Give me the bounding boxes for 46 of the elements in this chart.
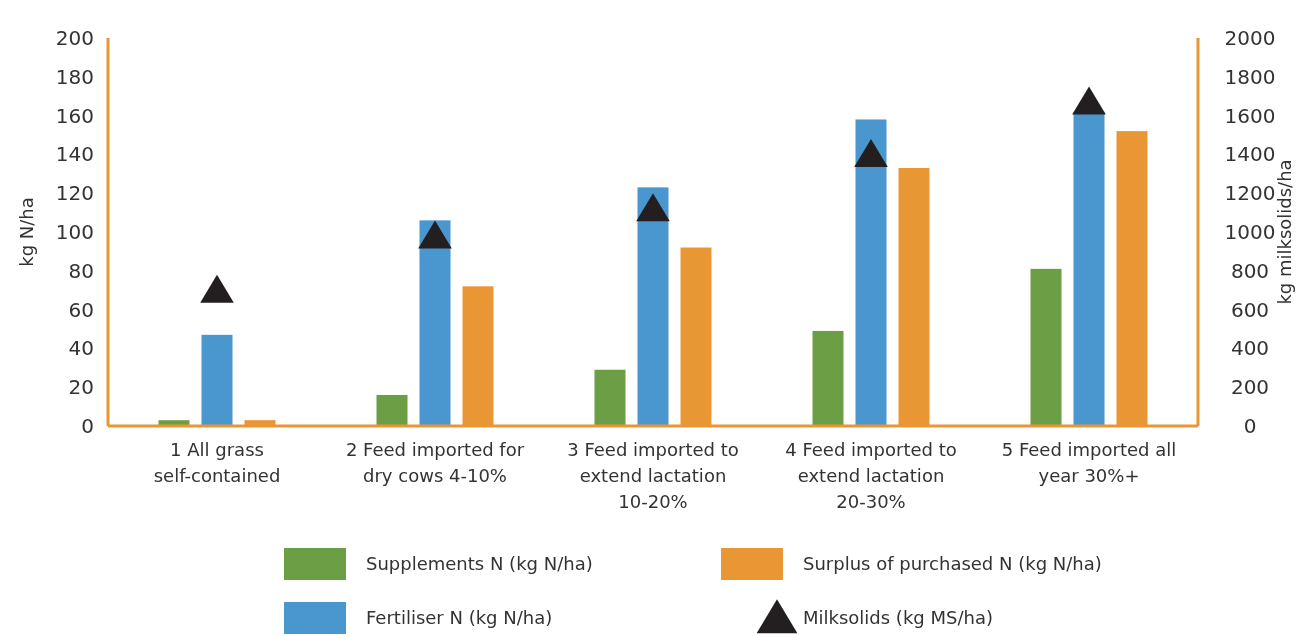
point [418,220,452,249]
x-tick-label: 5 Feed imported all year 30%+ [1001,439,1177,486]
y2-tick-label: 2000 [1224,26,1276,50]
x-tick-label: 4 Feed imported to extend lactation 20-30% [785,439,957,512]
y2-tick-label: 600 [1230,297,1270,322]
y2-tick-label: 1600 [1224,103,1276,128]
y-tick-label: 40 [68,336,94,361]
y2-tick-label: 200 [1230,375,1270,400]
y-tick-label: 60 [68,297,94,322]
legend-label: Supplements N (kg N/ha) [366,553,593,575]
x-tick-label: 1 All grass self-contained [153,439,281,486]
bar [855,119,887,426]
legend-label: Surplus of purchased N (kg N/ha) [803,553,1102,575]
point [200,274,234,303]
y2-tick-label: 1000 [1224,220,1276,244]
y2-tick-label: 800 [1230,258,1270,283]
bar [419,220,451,426]
y-tick-label: 80 [68,258,94,283]
y2-tick-label: 0 [1243,414,1257,438]
y-tick-label: 120 [55,181,94,206]
bar [594,369,626,426]
y-tick-label: 0 [81,414,94,438]
y2-tick-label: 400 [1230,336,1270,361]
y-axis-title: kg N/ha [16,197,37,267]
y2-tick-label: 1200 [1224,181,1276,206]
y2-tick-label: 1800 [1224,64,1276,89]
point [854,139,888,167]
bar [1030,268,1062,426]
y2-axis-title: kg milksolids/ha [1274,159,1295,305]
bar [812,330,844,426]
y-tick-label: 160 [55,103,94,128]
y-tick-label: 100 [55,220,94,244]
y-tick-label: 20 [68,375,94,400]
x-tick-label: 2 Feed imported for dry cows 4-10% [345,439,525,486]
legend-label: Milksolids (kg MS/ha) [803,607,993,629]
bar [201,334,233,426]
legend-label: Fertiliser N (kg N/ha) [366,607,553,629]
y2-tick-label: 1400 [1224,142,1276,167]
y-tick-label: 140 [55,142,94,167]
bar [376,394,408,426]
point [636,193,670,222]
y-tick-label: 180 [55,64,94,89]
x-tick-label: 3 Feed imported to extend lactation 10-20% [567,439,739,512]
y-tick-label: 200 [55,26,94,50]
point [1072,86,1106,115]
bar [637,187,669,426]
